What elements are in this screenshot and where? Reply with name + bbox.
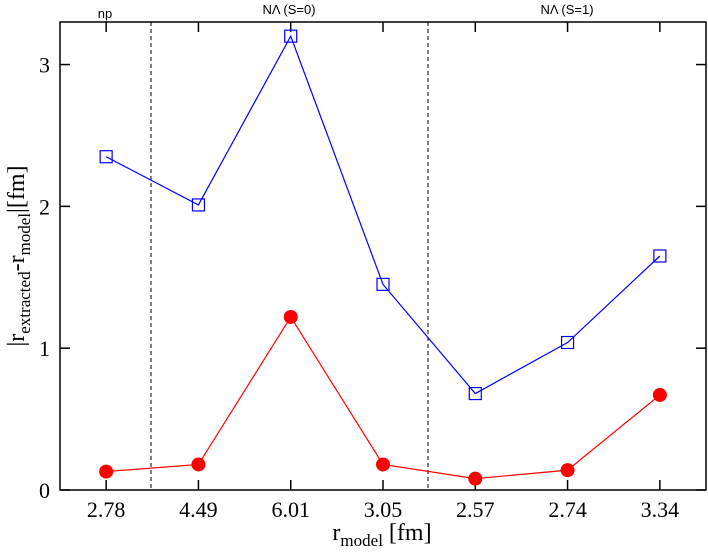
- plot-frame: [59, 21, 707, 491]
- marker: [283, 309, 298, 324]
- x-tick-label: 6.01: [271, 497, 310, 522]
- label-part: [fm]: [383, 520, 432, 546]
- marker: [376, 457, 390, 472]
- x-tick-label: 3.05: [364, 497, 403, 522]
- x-axis-label: rmodel [fm]: [332, 520, 431, 550]
- marker: [468, 471, 483, 486]
- marker: [99, 464, 114, 479]
- label-sub: model: [340, 531, 383, 550]
- x-tick-label: 3.34: [641, 497, 680, 522]
- y-tick-label: 2: [39, 194, 50, 219]
- label-part: r: [332, 520, 340, 546]
- y-tick-label: 0: [39, 478, 50, 503]
- x-tick-label: 2.57: [456, 497, 495, 522]
- annotation: NΛ (S=0): [262, 2, 315, 17]
- marker: [468, 386, 482, 401]
- label-part: -r: [4, 255, 30, 271]
- marker: [376, 277, 390, 291]
- marker: [284, 29, 298, 43]
- label-part: |r: [4, 334, 30, 347]
- marker: [560, 335, 575, 350]
- series-line: [106, 315, 661, 480]
- marker: [653, 249, 667, 263]
- x-tick-label: 2.78: [87, 497, 126, 522]
- marker: [191, 457, 206, 472]
- label-part: |[fm]: [4, 165, 30, 212]
- marker: [191, 198, 206, 212]
- label-sub: extracted: [15, 271, 34, 334]
- y-tick-label: 1: [39, 336, 50, 361]
- label-sub: model: [15, 213, 34, 256]
- annotation: np: [98, 6, 112, 21]
- y-tick-label: 3: [39, 53, 50, 78]
- series-line: [105, 34, 661, 395]
- x-tick-label: 4.49: [179, 497, 218, 522]
- y-axis-label: |rextracted-rmodel|[fm]: [4, 165, 34, 346]
- x-tick-label: 2.74: [548, 497, 587, 522]
- marker: [560, 463, 575, 478]
- annotation: NΛ (S=1): [540, 2, 593, 17]
- marker: [652, 387, 667, 402]
- marker: [99, 150, 113, 164]
